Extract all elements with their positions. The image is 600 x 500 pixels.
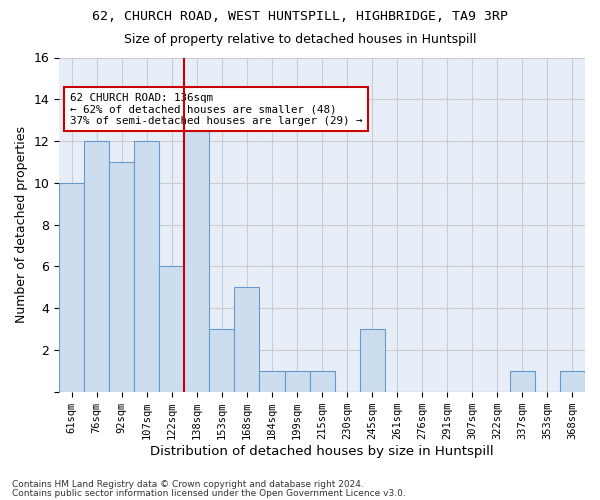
Bar xyxy=(184,120,209,392)
Bar xyxy=(209,329,235,392)
Text: 62, CHURCH ROAD, WEST HUNTSPILL, HIGHBRIDGE, TA9 3RP: 62, CHURCH ROAD, WEST HUNTSPILL, HIGHBRI… xyxy=(92,10,508,23)
Bar xyxy=(109,162,134,392)
Bar xyxy=(560,371,585,392)
Bar xyxy=(59,183,84,392)
Text: 62 CHURCH ROAD: 136sqm
← 62% of detached houses are smaller (48)
37% of semi-det: 62 CHURCH ROAD: 136sqm ← 62% of detached… xyxy=(70,92,362,126)
Bar xyxy=(359,329,385,392)
Bar xyxy=(160,266,184,392)
Y-axis label: Number of detached properties: Number of detached properties xyxy=(15,126,28,323)
X-axis label: Distribution of detached houses by size in Huntspill: Distribution of detached houses by size … xyxy=(150,444,494,458)
Text: Contains HM Land Registry data © Crown copyright and database right 2024.: Contains HM Land Registry data © Crown c… xyxy=(12,480,364,489)
Bar xyxy=(84,141,109,392)
Bar xyxy=(284,371,310,392)
Bar xyxy=(134,141,160,392)
Text: Contains public sector information licensed under the Open Government Licence v3: Contains public sector information licen… xyxy=(12,488,406,498)
Text: Size of property relative to detached houses in Huntspill: Size of property relative to detached ho… xyxy=(124,32,476,46)
Bar xyxy=(235,288,259,392)
Bar xyxy=(259,371,284,392)
Bar xyxy=(310,371,335,392)
Bar xyxy=(510,371,535,392)
